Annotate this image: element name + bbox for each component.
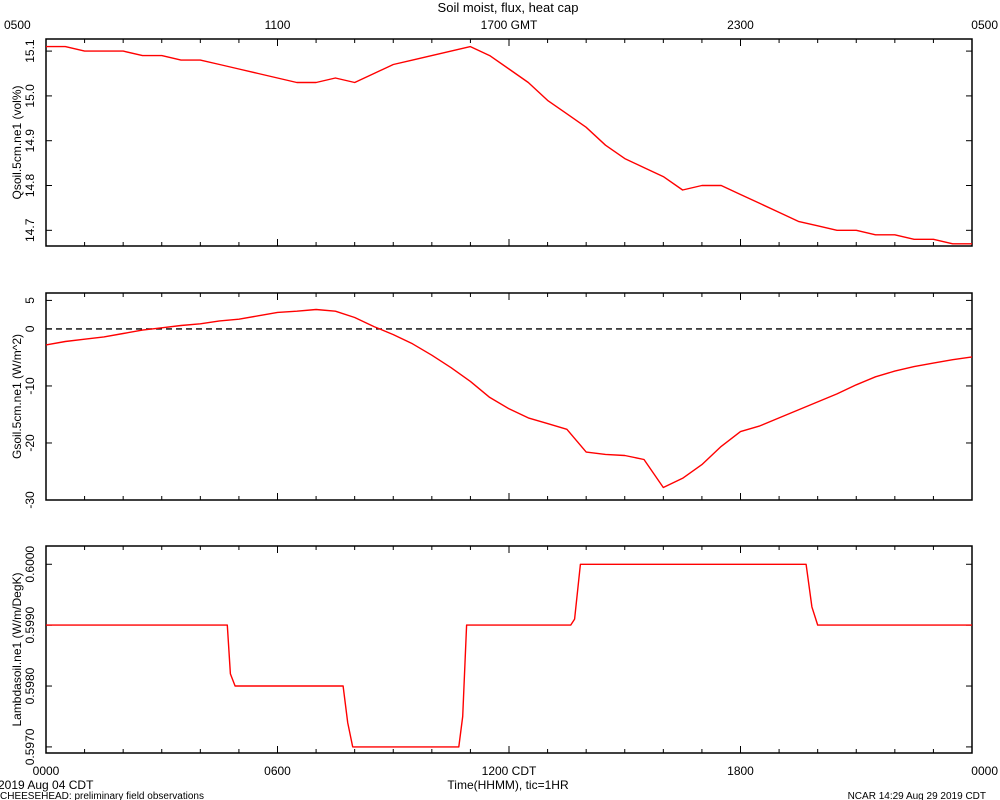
y-tick-label: 0.6000	[23, 546, 37, 583]
series-line	[45, 308, 973, 489]
bottom-tick-label: 0600	[264, 764, 291, 778]
y-tick-label: 0.5990	[23, 606, 37, 643]
y-tick-label: 14.7	[23, 218, 37, 242]
series-line	[46, 45, 972, 245]
y-tick-label: -10	[23, 377, 37, 395]
y-tick-label: 5	[23, 297, 37, 304]
y-tick-label: 14.8	[23, 174, 37, 198]
top-tick-label: 0500	[971, 18, 998, 32]
panel-2: 5 0 -10 -20 -30 Gsoil.5cm.ne1 (W/m^2)	[10, 292, 973, 509]
y-tick-label: 0.5970	[23, 728, 37, 765]
y-tick-label: 14.9	[23, 129, 37, 153]
chart-title: Soil moist, flux, heat cap	[438, 0, 579, 15]
panel-2-frame	[45, 292, 973, 501]
top-tick-label: 0500	[4, 18, 31, 32]
bottom-tick-label: 0000	[33, 764, 60, 778]
x-axis-label: Time(HHMM), tic=1HR	[447, 778, 569, 792]
top-tick-label: 2300	[727, 18, 754, 32]
bottom-tick-label: 1800	[727, 764, 754, 778]
bottom-tick-label: 0000	[971, 764, 998, 778]
series-line	[46, 563, 972, 748]
footer-left-note: CHEESEHEAD: preliminary field observatio…	[0, 791, 204, 800]
y-tick-label: 15.0	[23, 84, 37, 108]
y-tick-label: 15.1	[23, 39, 37, 63]
footer-right-note: NCAR 14:29 Aug 29 2019 CDT	[848, 791, 986, 800]
y-axis-label: Qsoil.5cm.ne1 (vol%)	[10, 85, 24, 199]
y-tick-label: -20	[23, 434, 37, 452]
top-tick-label: 1700 GMT	[481, 18, 538, 32]
top-tick-label: 1100	[265, 18, 291, 32]
y-axis-label: Gsoil.5cm.ne1 (W/m^2)	[10, 334, 24, 459]
panel-3-frame	[45, 545, 973, 754]
chart-panels: 14.7 14.8 14.9 15.0 15.1 Qsoil.5cm.ne1 (vol%)…	[4, 18, 998, 778]
date-label: 2019 Aug 04 CDT	[0, 778, 94, 792]
y-tick-label: -30	[23, 491, 37, 509]
y-tick-label: 0.5980	[23, 667, 37, 704]
y-axis-label: Lambdasoil.ne1 (W/m/DegK)	[10, 572, 24, 726]
bottom-tick-label: 1200 CDT	[482, 764, 537, 778]
panel-1-frame	[45, 38, 973, 247]
panel-1: 14.7 14.8 14.9 15.0 15.1 Qsoil.5cm.ne1 (vol%)	[10, 38, 973, 247]
y-tick-label: 0	[23, 325, 37, 332]
